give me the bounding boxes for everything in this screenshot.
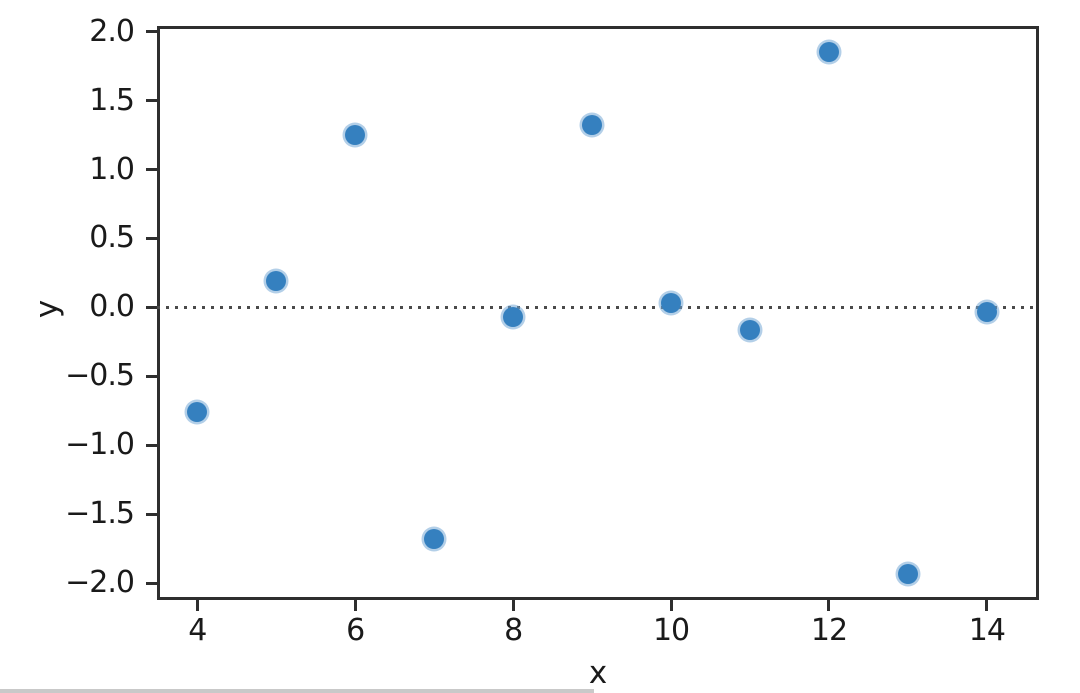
x-tick-label: 4 xyxy=(188,613,207,648)
y-tick-label: −1.0 xyxy=(65,427,135,463)
x-axis-label: x xyxy=(588,655,608,691)
x-tick-mark xyxy=(353,600,357,611)
scatter-point xyxy=(661,293,682,314)
plot-area xyxy=(157,26,1039,600)
y-tick-mark xyxy=(146,443,157,447)
y-tick-mark xyxy=(146,512,157,516)
y-tick-mark xyxy=(146,99,157,102)
y-tick-label: 0.5 xyxy=(89,220,135,256)
x-tick-mark xyxy=(985,600,989,611)
x-tick-label: 14 xyxy=(968,613,1006,648)
y-tick-label: −1.5 xyxy=(65,496,135,532)
x-tick-label: 8 xyxy=(504,613,523,648)
y-axis-label: y xyxy=(29,299,65,319)
scatter-point xyxy=(503,307,524,328)
scatter-point xyxy=(740,319,760,340)
x-tick-label: 6 xyxy=(346,613,365,648)
x-tick-mark xyxy=(511,600,515,611)
x-tick-label: 12 xyxy=(810,613,848,648)
y-tick-mark xyxy=(146,581,157,585)
scatter-point xyxy=(897,563,918,584)
scatter-point xyxy=(424,529,445,550)
y-tick-label: 1.5 xyxy=(89,82,135,118)
y-tick-label: −2.0 xyxy=(65,565,135,601)
x-tick-mark xyxy=(195,600,199,611)
y-tick-mark xyxy=(146,374,157,378)
scatter-point xyxy=(818,42,839,63)
scatter-point xyxy=(187,402,208,423)
x-tick-label: 10 xyxy=(652,613,690,648)
x-tick-mark xyxy=(827,600,831,611)
y-tick-label: −0.5 xyxy=(65,358,135,394)
scatter-point xyxy=(976,301,997,322)
y-tick-mark xyxy=(146,30,157,34)
scatter-point xyxy=(582,115,603,136)
y-tick-label: 1.0 xyxy=(89,151,135,187)
scatter-point xyxy=(345,125,366,145)
y-tick-mark xyxy=(146,305,157,309)
y-tick-mark xyxy=(146,236,157,240)
window-edge-artifact xyxy=(0,689,594,693)
zero-reference-line xyxy=(157,305,1039,309)
x-tick-mark xyxy=(669,600,673,611)
y-tick-label: 0.0 xyxy=(89,289,135,325)
y-tick-label: 2.0 xyxy=(89,13,135,49)
y-tick-mark xyxy=(146,168,157,171)
scatter-point xyxy=(266,271,287,292)
